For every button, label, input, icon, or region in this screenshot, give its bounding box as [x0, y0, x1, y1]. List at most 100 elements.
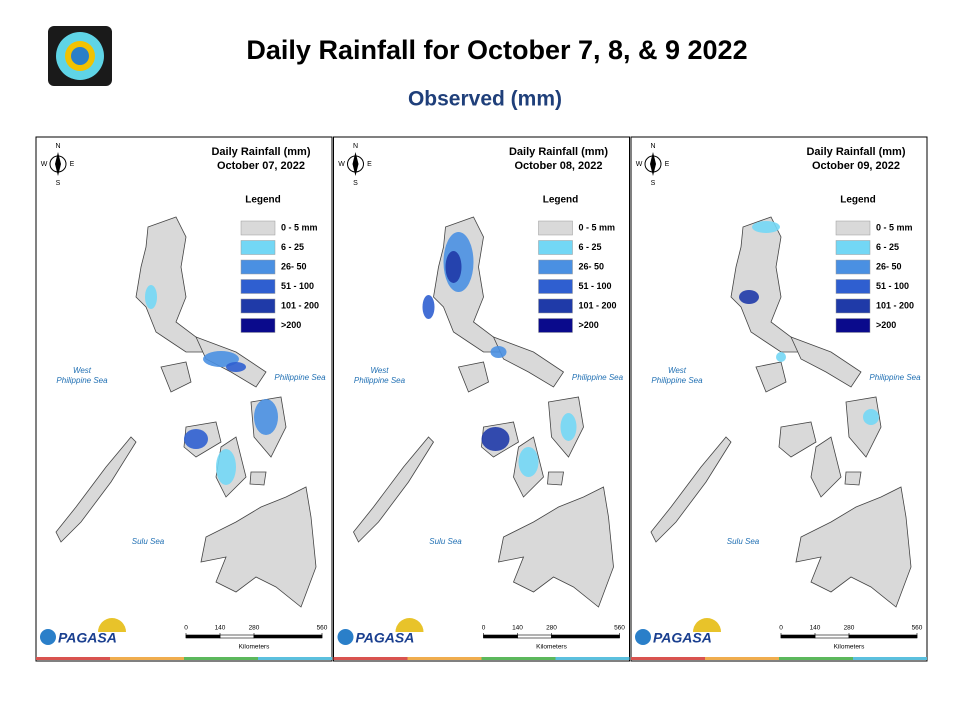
land-area: [497, 486, 614, 608]
legend-label: 51 - 100: [281, 281, 314, 291]
sea-label: Philippine Sea: [274, 373, 326, 382]
legend-label: 0 - 5 mm: [281, 222, 318, 232]
rainfall-area: [254, 399, 278, 435]
legend-label: >200: [876, 320, 896, 330]
legend-title: Legend: [245, 195, 281, 206]
map-heading: Daily Rainfall (mm): [806, 146, 905, 158]
scale-label: 140: [512, 625, 523, 632]
color-strip: [258, 657, 332, 660]
map-panel: N S E W Daily Rainfall (mm) October 07, 2022 L…: [35, 136, 333, 662]
legend-label: 0 - 5 mm: [876, 222, 913, 232]
legend-swatch: [240, 318, 276, 333]
rainfall-area: [481, 427, 510, 451]
land-area: [249, 471, 267, 486]
title: Daily Rainfall for October 7, 8, & 9 202…: [246, 35, 747, 65]
map-panels: N S E W Daily Rainfall (mm) October 07, 2022 L…: [35, 136, 928, 662]
legend-label: 6 - 25: [579, 242, 602, 252]
scale-segment: [848, 634, 918, 639]
legend-swatch: [240, 259, 276, 275]
legend-swatch: [538, 259, 573, 275]
legend-swatch: [538, 279, 573, 294]
rainfall-area: [490, 346, 507, 358]
compass-letter: E: [70, 161, 75, 168]
map-date: October 07, 2022: [217, 160, 305, 172]
subtitle: Observed (mm): [408, 88, 562, 111]
legend-label: 101 - 200: [579, 300, 617, 310]
scale-segment: [780, 634, 816, 639]
logo-icon: [40, 629, 56, 645]
legend-label: 6 - 25: [281, 242, 304, 252]
logo-icon: [635, 629, 651, 645]
logo-umbrella: [98, 618, 126, 632]
color-strip: [36, 657, 110, 660]
land-area: [353, 436, 435, 543]
land-area: [457, 361, 489, 393]
legend-swatch: [835, 240, 871, 255]
compass-needle: [650, 152, 656, 176]
rainfall-area: [739, 290, 759, 304]
scale-label: 560: [614, 625, 625, 632]
rainfall-area: [776, 352, 786, 362]
map-date: October 09, 2022: [812, 160, 900, 172]
sea-label: Sulu Sea: [727, 537, 760, 546]
color-strip: [853, 657, 927, 660]
rainfall-area: [184, 429, 208, 449]
color-strip: [481, 657, 556, 660]
map-panel: N S E W Daily Rainfall (mm) October 09, 2022 L…: [630, 136, 928, 662]
rainfall-area: [518, 447, 539, 477]
scale-label: 0: [779, 625, 783, 632]
logo-umbrella: [395, 618, 424, 632]
sea-label: Philippine Sea: [869, 373, 921, 382]
legend-swatch: [835, 259, 871, 275]
sea-label: Philippine Sea: [572, 373, 624, 382]
rainfall-area: [145, 285, 157, 309]
rainfall-area: [422, 295, 435, 319]
compass-needle: [352, 152, 359, 176]
color-strip: [631, 657, 705, 660]
scale-segment: [253, 634, 323, 639]
scale-segment: [551, 634, 620, 639]
legend-label: >200: [579, 320, 599, 330]
rainfall-area: [560, 413, 577, 441]
legend-swatch: [240, 220, 276, 236]
map-heading: Daily Rainfall (mm): [211, 146, 310, 158]
map-heading: Daily Rainfall (mm): [509, 146, 608, 158]
scale-segment: [185, 634, 221, 639]
color-strip: [779, 657, 853, 660]
scale-unit: Kilometers: [834, 644, 865, 651]
rainfall-area: [226, 362, 246, 372]
compass-letter: S: [56, 180, 61, 187]
land-area: [778, 421, 817, 458]
legend-swatch: [240, 279, 276, 294]
scale-label: 560: [912, 625, 923, 632]
sea-label: West Philippine Sea: [354, 366, 406, 385]
rainfall-area: [216, 449, 236, 485]
legend-swatch: [835, 220, 871, 236]
land-area: [55, 436, 137, 543]
land-area: [755, 361, 787, 393]
scale-label: 560: [317, 625, 328, 632]
color-strip: [110, 657, 184, 660]
color-strip: [184, 657, 258, 660]
compass-letter: W: [338, 161, 345, 168]
sea-label: West Philippine Sea: [56, 366, 108, 385]
scale-label: 0: [184, 625, 188, 632]
sea-label: Sulu Sea: [132, 537, 165, 546]
scale-segment: [483, 634, 518, 639]
legend-swatch: [240, 240, 276, 255]
land-area: [650, 436, 732, 543]
legend-swatch: [538, 318, 573, 333]
legend-title: Legend: [543, 195, 579, 206]
compass-letter: W: [41, 161, 48, 168]
compass-letter: E: [367, 161, 372, 168]
legend-label: 26- 50: [579, 261, 605, 271]
logo-umbrella: [693, 618, 721, 632]
scale-label: 140: [215, 625, 226, 632]
compass-letter: S: [651, 180, 656, 187]
land-area: [135, 216, 212, 353]
compass-letter: E: [665, 161, 670, 168]
rainfall-area: [752, 221, 780, 233]
compass-letter: N: [353, 143, 358, 150]
legend-label: 101 - 200: [281, 300, 319, 310]
legend-swatch: [835, 279, 871, 294]
